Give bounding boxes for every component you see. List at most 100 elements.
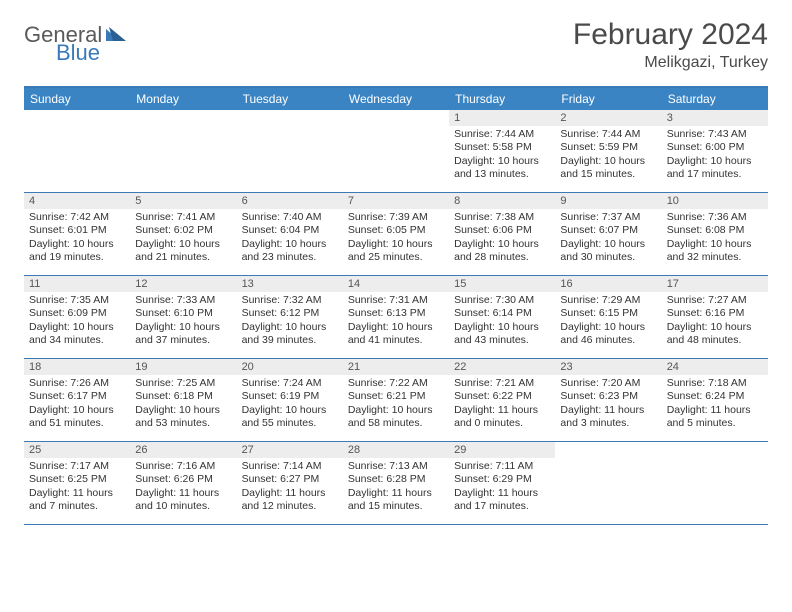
day-info-line: Daylight: 10 hours and 17 minutes. (667, 155, 763, 182)
day-cell (130, 110, 236, 192)
day-cell: 7Sunrise: 7:39 AMSunset: 6:05 PMDaylight… (343, 193, 449, 275)
logo-text-blue: Blue (56, 40, 100, 66)
week-row: 1Sunrise: 7:44 AMSunset: 5:58 PMDaylight… (24, 110, 768, 193)
calendar: Sunday Monday Tuesday Wednesday Thursday… (24, 86, 768, 525)
day-body: Sunrise: 7:32 AMSunset: 6:12 PMDaylight:… (237, 292, 343, 352)
day-number: 9 (555, 193, 661, 209)
day-info-line: Daylight: 11 hours and 10 minutes. (135, 487, 231, 514)
day-info-line: Sunset: 6:01 PM (29, 224, 125, 237)
day-number: 15 (449, 276, 555, 292)
logo-triangle-icon (106, 25, 128, 46)
day-number (662, 442, 768, 458)
day-number: 27 (237, 442, 343, 458)
day-number: 3 (662, 110, 768, 126)
day-body: Sunrise: 7:35 AMSunset: 6:09 PMDaylight:… (24, 292, 130, 352)
day-body: Sunrise: 7:16 AMSunset: 6:26 PMDaylight:… (130, 458, 236, 518)
day-body: Sunrise: 7:44 AMSunset: 5:58 PMDaylight:… (449, 126, 555, 186)
day-number: 29 (449, 442, 555, 458)
day-info-line: Daylight: 10 hours and 25 minutes. (348, 238, 444, 265)
day-info-line: Sunrise: 7:42 AM (29, 211, 125, 224)
day-cell: 13Sunrise: 7:32 AMSunset: 6:12 PMDayligh… (237, 276, 343, 358)
day-info-line: Sunset: 6:14 PM (454, 307, 550, 320)
day-cell: 11Sunrise: 7:35 AMSunset: 6:09 PMDayligh… (24, 276, 130, 358)
day-cell: 21Sunrise: 7:22 AMSunset: 6:21 PMDayligh… (343, 359, 449, 441)
day-info-line: Sunrise: 7:38 AM (454, 211, 550, 224)
day-body: Sunrise: 7:33 AMSunset: 6:10 PMDaylight:… (130, 292, 236, 352)
day-number: 7 (343, 193, 449, 209)
day-cell: 28Sunrise: 7:13 AMSunset: 6:28 PMDayligh… (343, 442, 449, 524)
day-info-line: Sunset: 6:21 PM (348, 390, 444, 403)
day-header: Tuesday (237, 88, 343, 110)
day-info-line: Daylight: 10 hours and 58 minutes. (348, 404, 444, 431)
day-cell: 15Sunrise: 7:30 AMSunset: 6:14 PMDayligh… (449, 276, 555, 358)
day-info-line: Sunset: 6:28 PM (348, 473, 444, 486)
day-number: 26 (130, 442, 236, 458)
day-cell: 12Sunrise: 7:33 AMSunset: 6:10 PMDayligh… (130, 276, 236, 358)
day-cell: 6Sunrise: 7:40 AMSunset: 6:04 PMDaylight… (237, 193, 343, 275)
day-info-line: Sunset: 6:06 PM (454, 224, 550, 237)
day-body: Sunrise: 7:13 AMSunset: 6:28 PMDaylight:… (343, 458, 449, 518)
day-info-line: Daylight: 10 hours and 15 minutes. (560, 155, 656, 182)
day-number (24, 110, 130, 126)
day-number (237, 110, 343, 126)
day-info-line: Sunset: 6:08 PM (667, 224, 763, 237)
day-body: Sunrise: 7:21 AMSunset: 6:22 PMDaylight:… (449, 375, 555, 435)
day-info-line: Sunrise: 7:13 AM (348, 460, 444, 473)
day-cell: 26Sunrise: 7:16 AMSunset: 6:26 PMDayligh… (130, 442, 236, 524)
day-info-line: Daylight: 11 hours and 17 minutes. (454, 487, 550, 514)
day-info-line: Sunset: 6:17 PM (29, 390, 125, 403)
day-info-line: Sunset: 5:59 PM (560, 141, 656, 154)
day-header: Sunday (24, 88, 130, 110)
day-info-line: Daylight: 10 hours and 51 minutes. (29, 404, 125, 431)
day-cell (343, 110, 449, 192)
day-info-line: Sunset: 6:29 PM (454, 473, 550, 486)
day-body: Sunrise: 7:38 AMSunset: 6:06 PMDaylight:… (449, 209, 555, 269)
day-body: Sunrise: 7:30 AMSunset: 6:14 PMDaylight:… (449, 292, 555, 352)
day-body: Sunrise: 7:41 AMSunset: 6:02 PMDaylight:… (130, 209, 236, 269)
day-cell (237, 110, 343, 192)
day-header: Saturday (662, 88, 768, 110)
day-number: 21 (343, 359, 449, 375)
day-number: 18 (24, 359, 130, 375)
location: Melikgazi, Turkey (573, 54, 768, 72)
day-header: Monday (130, 88, 236, 110)
day-cell: 1Sunrise: 7:44 AMSunset: 5:58 PMDaylight… (449, 110, 555, 192)
day-info-line: Sunrise: 7:18 AM (667, 377, 763, 390)
day-header: Wednesday (343, 88, 449, 110)
day-info-line: Sunrise: 7:27 AM (667, 294, 763, 307)
day-cell: 16Sunrise: 7:29 AMSunset: 6:15 PMDayligh… (555, 276, 661, 358)
header: General February 2024 Melikgazi, Turkey (24, 18, 768, 72)
day-body: Sunrise: 7:26 AMSunset: 6:17 PMDaylight:… (24, 375, 130, 435)
day-info-line: Sunrise: 7:30 AM (454, 294, 550, 307)
day-number: 6 (237, 193, 343, 209)
day-info-line: Daylight: 10 hours and 13 minutes. (454, 155, 550, 182)
day-body: Sunrise: 7:36 AMSunset: 6:08 PMDaylight:… (662, 209, 768, 269)
day-number: 13 (237, 276, 343, 292)
day-info-line: Daylight: 11 hours and 12 minutes. (242, 487, 338, 514)
day-info-line: Daylight: 10 hours and 23 minutes. (242, 238, 338, 265)
day-body: Sunrise: 7:22 AMSunset: 6:21 PMDaylight:… (343, 375, 449, 435)
day-info-line: Daylight: 10 hours and 28 minutes. (454, 238, 550, 265)
day-header: Friday (555, 88, 661, 110)
day-info-line: Sunrise: 7:44 AM (560, 128, 656, 141)
day-number: 16 (555, 276, 661, 292)
day-number: 24 (662, 359, 768, 375)
day-cell: 3Sunrise: 7:43 AMSunset: 6:00 PMDaylight… (662, 110, 768, 192)
week-row: 25Sunrise: 7:17 AMSunset: 6:25 PMDayligh… (24, 442, 768, 525)
day-number: 8 (449, 193, 555, 209)
day-info-line: Daylight: 11 hours and 5 minutes. (667, 404, 763, 431)
day-body: Sunrise: 7:24 AMSunset: 6:19 PMDaylight:… (237, 375, 343, 435)
day-body (343, 126, 449, 132)
day-header-row: Sunday Monday Tuesday Wednesday Thursday… (24, 88, 768, 110)
day-info-line: Daylight: 10 hours and 39 minutes. (242, 321, 338, 348)
weeks-container: 1Sunrise: 7:44 AMSunset: 5:58 PMDaylight… (24, 110, 768, 525)
day-info-line: Sunset: 6:00 PM (667, 141, 763, 154)
day-cell: 9Sunrise: 7:37 AMSunset: 6:07 PMDaylight… (555, 193, 661, 275)
day-info-line: Daylight: 10 hours and 48 minutes. (667, 321, 763, 348)
day-cell: 2Sunrise: 7:44 AMSunset: 5:59 PMDaylight… (555, 110, 661, 192)
day-cell: 5Sunrise: 7:41 AMSunset: 6:02 PMDaylight… (130, 193, 236, 275)
day-number: 28 (343, 442, 449, 458)
day-info-line: Daylight: 10 hours and 19 minutes. (29, 238, 125, 265)
day-info-line: Sunset: 6:13 PM (348, 307, 444, 320)
day-body: Sunrise: 7:44 AMSunset: 5:59 PMDaylight:… (555, 126, 661, 186)
